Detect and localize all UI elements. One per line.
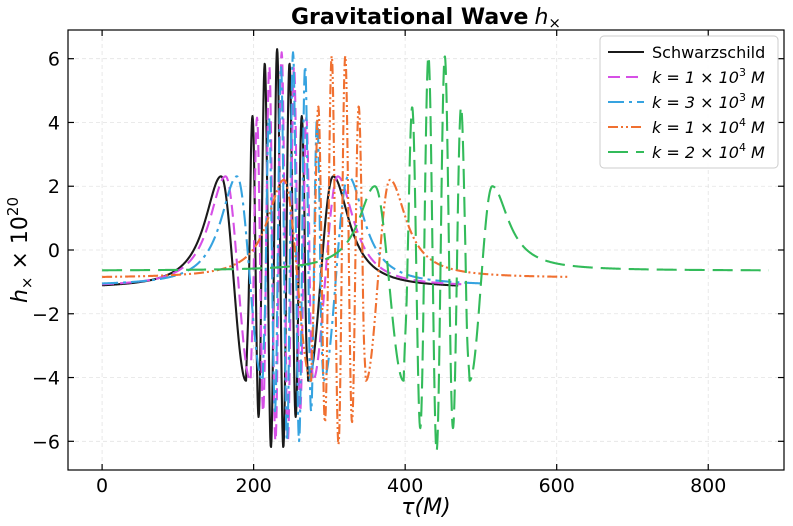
y-tick-label: 0 [48, 240, 60, 262]
legend: Schwarzschild k = 1 × 103 M k = 3 × 103 M k… [599, 35, 779, 169]
y-label-symbol: h [8, 289, 33, 303]
y-tick-label: 6 [48, 49, 60, 71]
y-tick-label: −4 [32, 368, 60, 390]
y-label-times: × 10 [8, 216, 33, 276]
y-tick-label: 2 [48, 176, 60, 198]
y-tick-label: 4 [48, 112, 60, 134]
legend-label-3: k = 3 × 103 M [652, 91, 765, 112]
x-tick-label: 400 [387, 475, 423, 497]
x-axis-label: τ(M) [401, 495, 450, 520]
y-tick-label: −6 [32, 431, 60, 453]
series-line-3 [101, 51, 482, 443]
legend-label-5: k = 2 × 104 M [652, 141, 765, 162]
series-line-5 [101, 55, 770, 452]
legend-label-2: k = 1 × 103 M [652, 66, 765, 87]
series-line-4 [101, 55, 569, 446]
series-lines [101, 48, 770, 452]
legend-box [599, 35, 779, 169]
title-symbol: h [534, 5, 548, 30]
y-axis-label: h× × 1020 [4, 197, 36, 303]
legend-label-4: k = 1 × 104 M [652, 116, 765, 137]
x-tick-label: 600 [539, 475, 575, 497]
x-tick-label: 0 [96, 475, 108, 497]
chart-title: Gravitational Wave h× [291, 5, 561, 32]
x-tick-label: 200 [235, 475, 271, 497]
axis-ticks: 0 200 400 600 800 −6 −4 −2 0 2 4 6 [32, 30, 784, 497]
legend-label-1: Schwarzschild [652, 43, 765, 62]
x-tick-label: 800 [690, 475, 726, 497]
y-tick-label: −2 [32, 304, 60, 326]
y-label-exponent: 20 [4, 197, 22, 216]
title-text: Gravitational Wave [291, 5, 528, 30]
title-subscript: × [548, 14, 561, 32]
y-label-subscript: × [18, 276, 36, 289]
grid-lines [68, 30, 784, 470]
